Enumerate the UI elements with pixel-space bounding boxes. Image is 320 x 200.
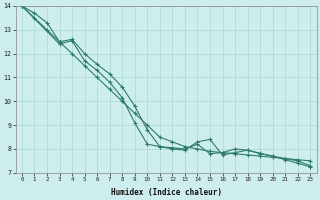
X-axis label: Humidex (Indice chaleur): Humidex (Indice chaleur) [111,188,221,197]
